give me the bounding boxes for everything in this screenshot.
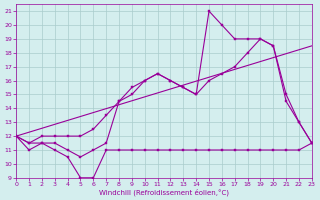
X-axis label: Windchill (Refroidissement éolien,°C): Windchill (Refroidissement éolien,°C) xyxy=(99,188,229,196)
